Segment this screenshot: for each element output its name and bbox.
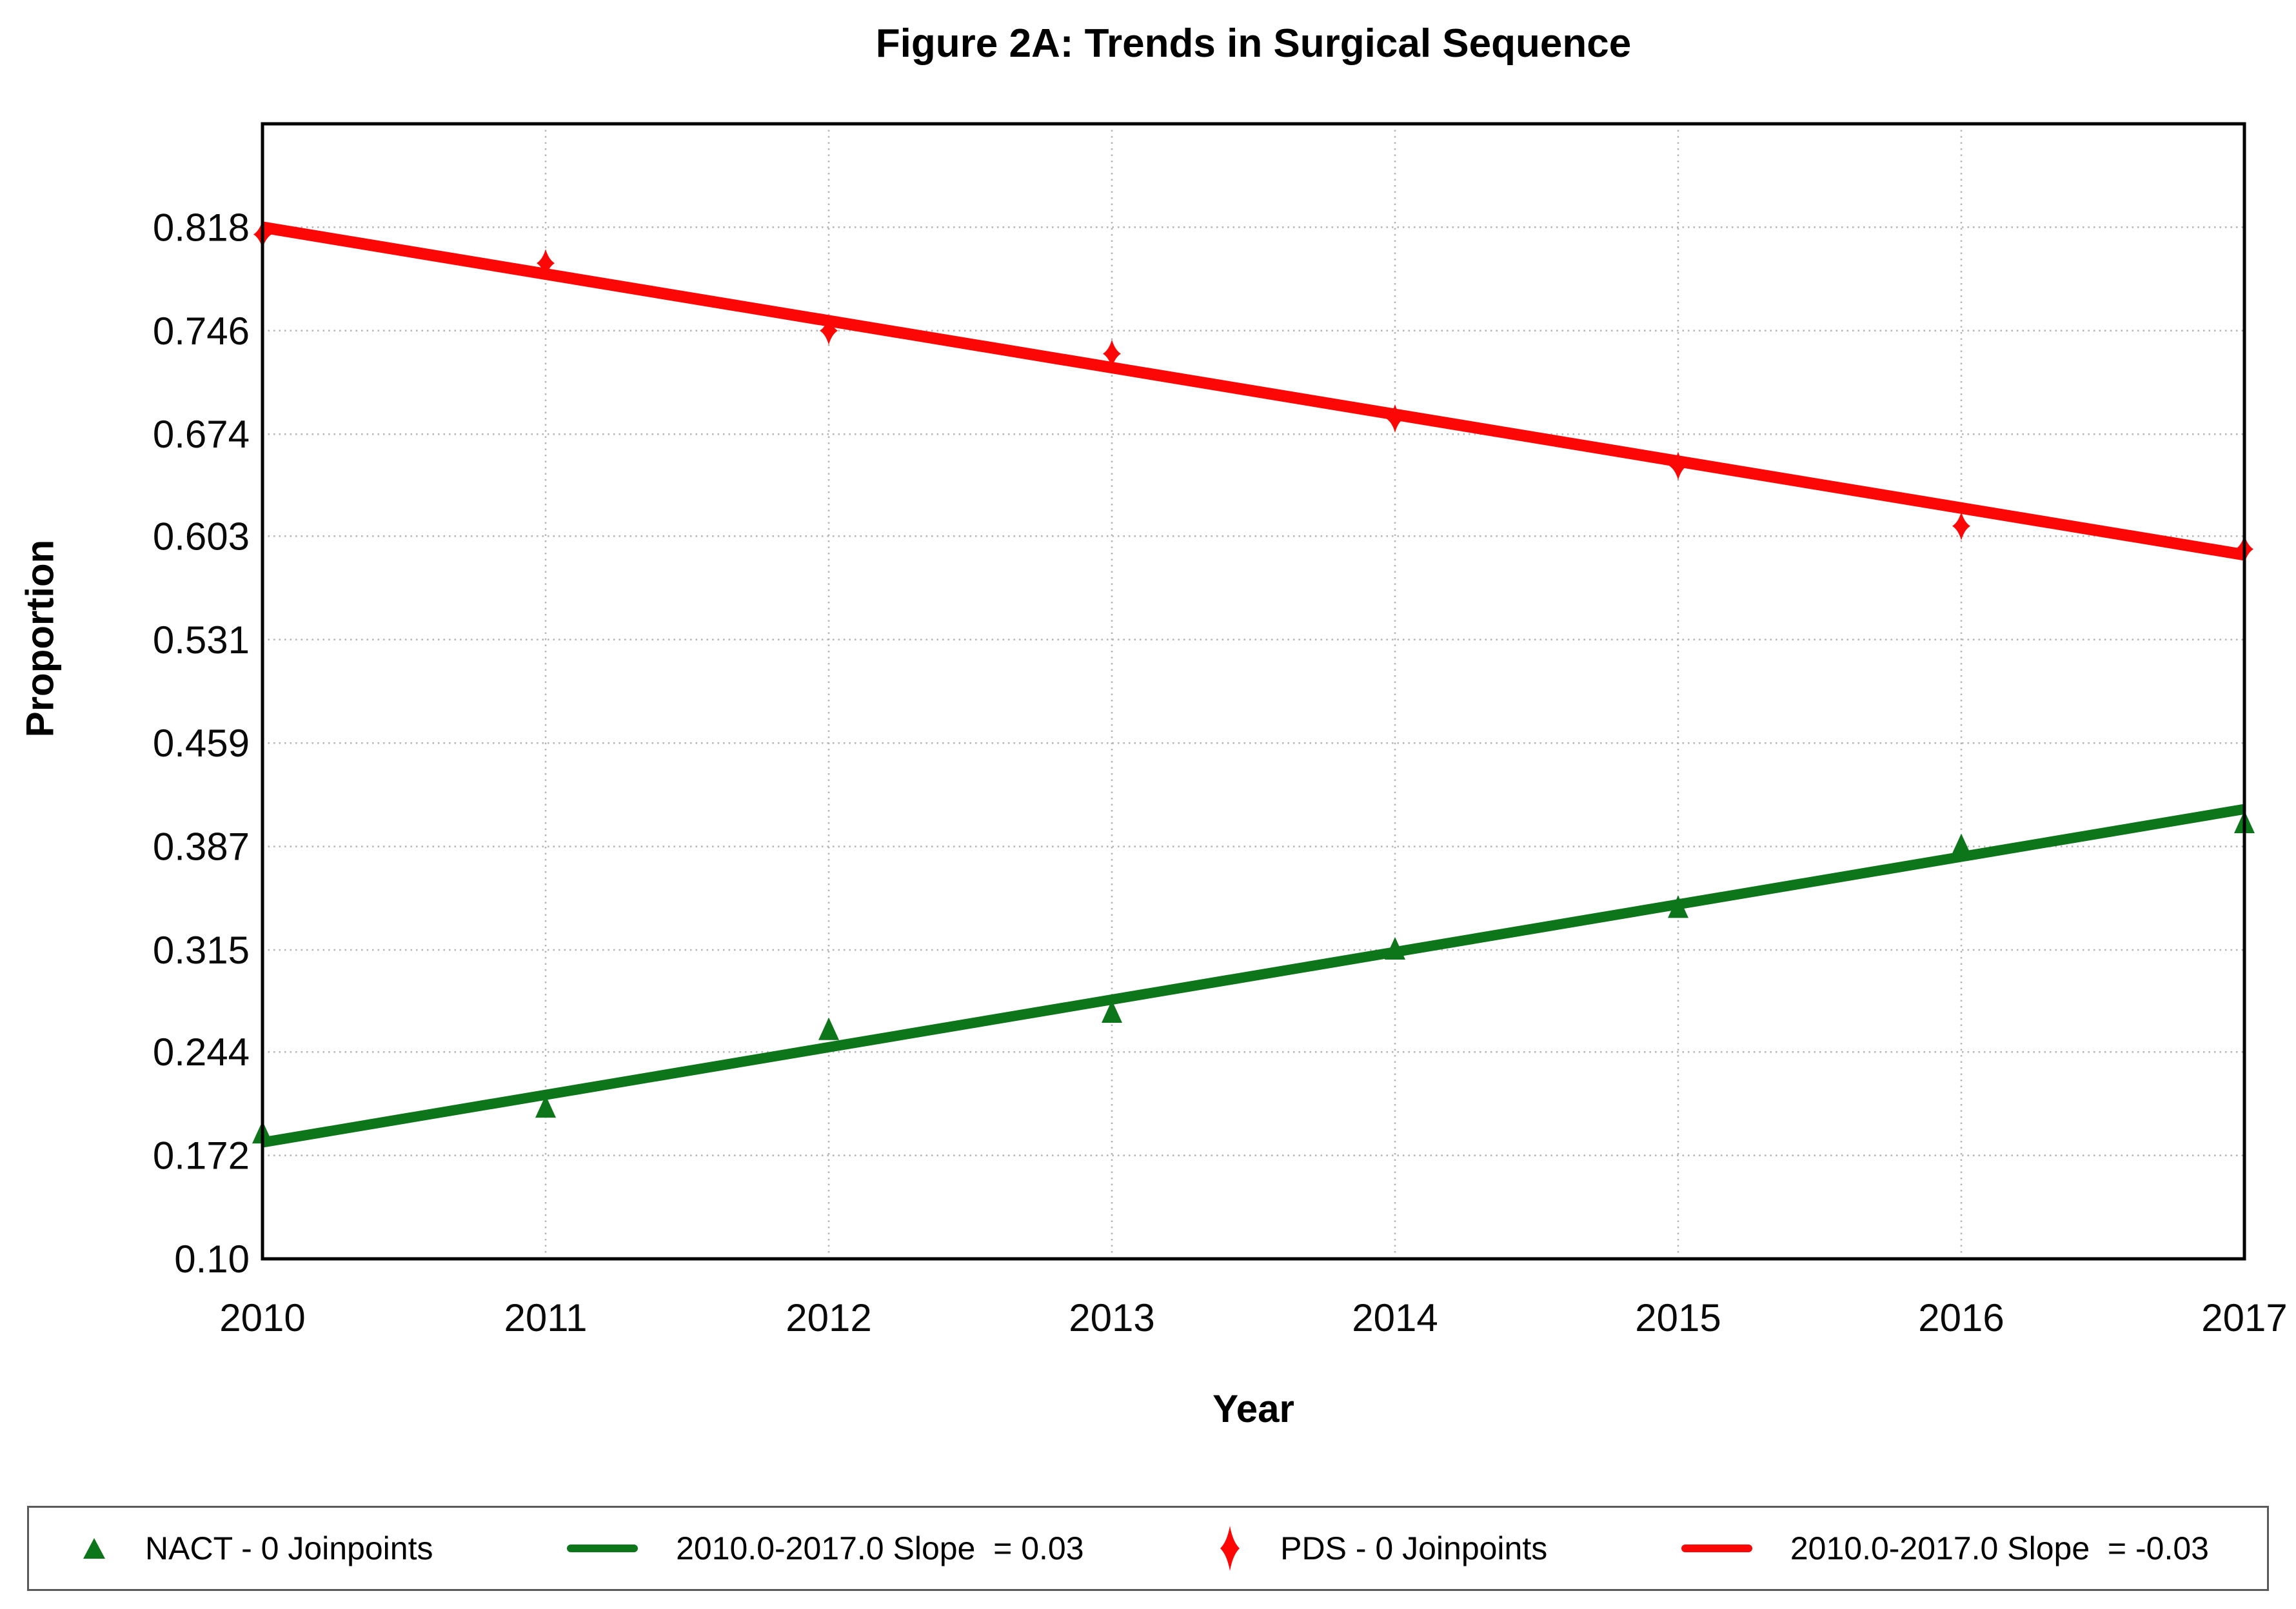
y-tick-label: 0.10: [174, 1238, 250, 1281]
nact-triangle-marker: [818, 1017, 839, 1040]
x-tick-label: 2013: [1069, 1296, 1154, 1339]
y-tick-label: 0.244: [153, 1031, 250, 1074]
nact-triangle-marker: [1385, 937, 1405, 960]
legend-box: NACT - 0 Joinpoints 2010.0-2017.0 Slope =…: [27, 1506, 2269, 1591]
y-tick-label: 0.746: [153, 310, 250, 353]
y-tick-label: 0.531: [153, 618, 250, 662]
x-tick-label: 2014: [1352, 1296, 1438, 1339]
pds-diamond-marker: [1669, 451, 1687, 480]
legend-item-1: NACT - 0 Joinpoints: [81, 1530, 433, 1567]
legend-item-4: 2010.0-2017.0 Slope = -0.03: [1681, 1530, 2209, 1567]
y-tick-label: 0.315: [153, 929, 250, 972]
y-tick-label: 0.674: [153, 413, 250, 456]
pds-diamond-marker: [1952, 511, 1970, 540]
legend-label: NACT - 0 Joinpoints: [145, 1530, 433, 1566]
x-tick-label: 2016: [1918, 1296, 2004, 1339]
nact-triangle-marker: [535, 1095, 556, 1118]
nact-trend-line: [261, 804, 2246, 1148]
legend-label: PDS - 0 Joinpoints: [1280, 1530, 1548, 1566]
x-tick-label: 2017: [2201, 1296, 2287, 1339]
x-tick-label: 2012: [786, 1296, 871, 1339]
pds-diamond-marker: [1103, 339, 1121, 368]
x-tick-label: 2015: [1635, 1296, 1721, 1339]
pds-diamond-marker: [537, 249, 555, 278]
legend-item-2: 2010.0-2017.0 Slope = 0.03: [566, 1530, 1084, 1567]
nact-triangle-icon: [83, 1538, 105, 1559]
x-tick-label: 2010: [219, 1296, 305, 1339]
x-tick-label: 2011: [504, 1296, 587, 1339]
y-tick-label: 0.387: [153, 825, 250, 869]
chart-title: Figure 2A: Trends in Surgical Sequence: [875, 21, 1632, 66]
y-tick-label: 0.459: [153, 722, 250, 765]
y-tick-label: 0.603: [153, 515, 250, 558]
trend-line-icon: [567, 1545, 638, 1552]
pds-diamond-icon: [1220, 1526, 1240, 1571]
y-tick-label: 0.172: [153, 1134, 250, 1178]
pds-diamond-marker: [1386, 404, 1404, 433]
y-tick-label: 0.818: [153, 206, 250, 249]
x-axis-title: Year: [1212, 1387, 1294, 1430]
nact-triangle-marker: [1668, 895, 1688, 918]
nact-triangle-marker: [1951, 833, 1972, 856]
nact-triangle-marker: [1102, 1000, 1122, 1023]
plot-frame: [261, 122, 2246, 1261]
legend-label: 2010.0-2017.0 Slope = -0.03: [1790, 1530, 2209, 1566]
trend-line-icon: [1681, 1545, 1752, 1552]
pds-diamond-marker: [820, 316, 838, 345]
legend-label: 2010.0-2017.0 Slope = 0.03: [676, 1530, 1084, 1566]
legend-item-3: PDS - 0 Joinpoints: [1217, 1523, 1547, 1574]
pds-trend-line: [261, 221, 2246, 561]
